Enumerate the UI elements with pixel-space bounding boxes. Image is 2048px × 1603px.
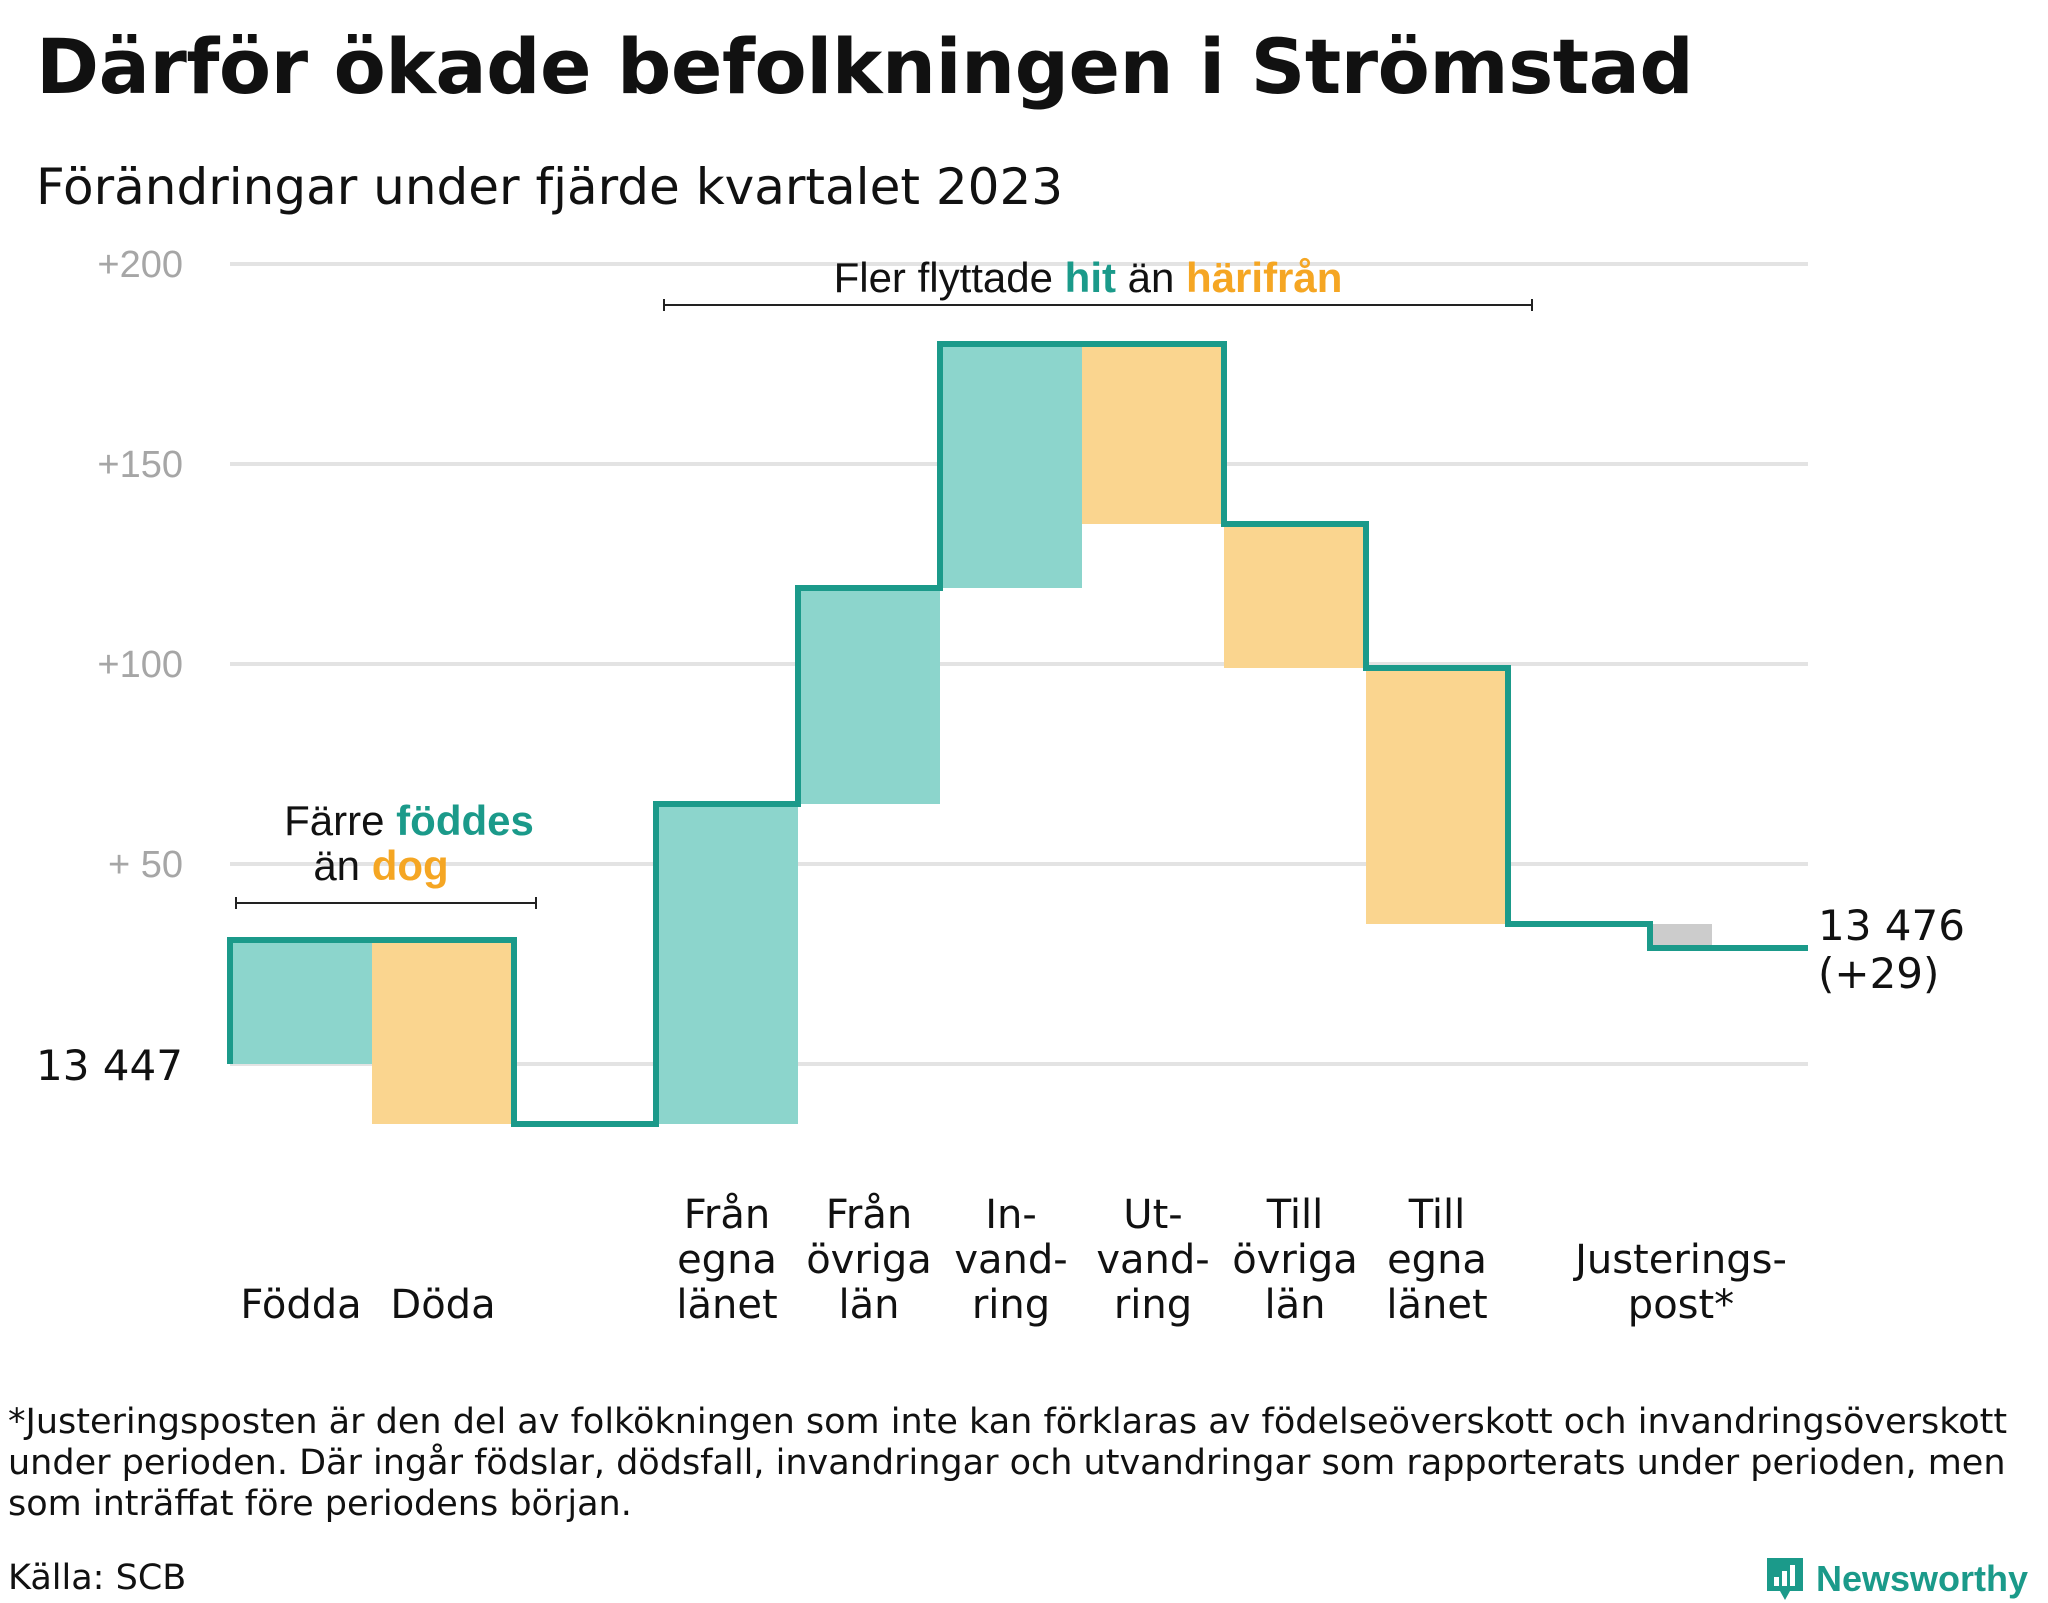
category-label: Till [1266,1192,1324,1238]
category-label: länet [1386,1282,1487,1328]
bar-9 [1650,924,1712,948]
brand-name: Newsworthy [1815,1558,2028,1599]
category-label: länet [676,1282,777,1328]
category-label: vand- [954,1237,1067,1283]
category-label: län [1265,1282,1326,1328]
bar-4 [798,588,940,804]
category-label: ring [1114,1282,1192,1328]
births-annotation-line1: Färre föddes [284,797,534,844]
footnote: *Justeringsposten är den del av folkökni… [8,1402,2008,1524]
bar-5 [940,344,1082,588]
bar-3 [656,804,798,1124]
bar-2 [372,940,514,1124]
category-label: Från [826,1192,912,1238]
category-label: vand- [1096,1237,1209,1283]
newsworthy-logo: Newsworthy [1764,1555,2028,1603]
waterfall-chart: +200 +150 +100 + 50 13 447 13 476(+29) Födda D… [36,244,1965,1328]
category-label: Till [1408,1192,1466,1238]
category-label: Ut- [1123,1192,1182,1238]
category-label: In- [985,1192,1037,1238]
bar-6 [1082,344,1224,524]
category-label: övriga [1232,1237,1358,1283]
y-tick-label: +100 [97,644,183,686]
source-label: Källa: SCB [8,1558,187,1598]
end-value-label: 13 476 [1818,901,1965,950]
cumulative-step-line [227,341,1808,1127]
chart-subtitle: Förändringar under fjärde kvartalet 2023 [36,158,1064,216]
bar-1 [230,940,372,1064]
category-label: Justerings- [1572,1237,1787,1283]
category-label: egna [1387,1237,1487,1283]
y-tick-label: +150 [97,444,183,486]
category-label: egna [677,1237,777,1283]
category-label: post* [1628,1282,1734,1328]
newsworthy-icon [1766,1558,1803,1600]
y-tick-label: +200 [97,244,183,286]
start-value-label: 13 447 [36,1041,183,1090]
category-label: län [839,1282,900,1328]
bar-8 [1366,668,1508,924]
migration-annotation: Fler flyttade hit än härifrån [834,254,1343,301]
category-label: ring [972,1282,1050,1328]
births-annotation-line2: än dog [313,842,448,889]
category-label: övriga [806,1237,932,1283]
chart-title: Därför ökade befolkningen i Strömstad [36,22,1694,111]
category-label: Döda [390,1282,495,1328]
category-label: Från [684,1192,770,1238]
bar-7 [1224,524,1366,668]
y-tick-label: + 50 [108,844,183,886]
category-label: Födda [240,1282,361,1328]
end-change-label: (+29) [1818,949,1939,998]
